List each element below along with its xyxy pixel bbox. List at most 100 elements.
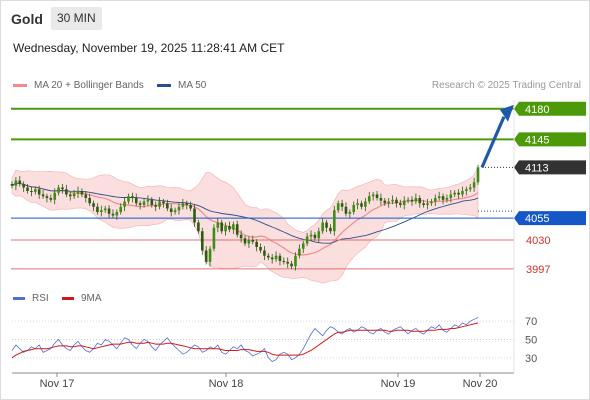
- level-tag-4055: [514, 211, 586, 226]
- candle-body: [267, 255, 270, 258]
- candle-body: [437, 196, 441, 198]
- candle-body: [445, 198, 449, 200]
- candle-body: [18, 180, 22, 184]
- candle-body: [92, 203, 95, 207]
- forecast-arrow-line: [480, 116, 506, 169]
- candle-body: [34, 189, 37, 192]
- candle-body: [200, 231, 204, 251]
- candle-body: [476, 167, 480, 183]
- candle-body: [336, 203, 340, 211]
- candle-body: [422, 203, 425, 205]
- candle-body: [259, 247, 262, 251]
- instrument-title: Gold: [11, 11, 43, 27]
- candle-body: [301, 243, 305, 249]
- candle-body: [344, 206, 348, 214]
- candle-body: [282, 261, 286, 262]
- legend-ma50-label: MA 50: [178, 80, 207, 91]
- candle-body: [329, 227, 332, 232]
- candle-body: [286, 261, 290, 264]
- candle-body: [142, 201, 146, 205]
- candle-body: [333, 210, 336, 232]
- credit-text: Research © 2025 Trading Central: [431, 80, 581, 91]
- candle-body: [414, 198, 418, 202]
- candle-body: [193, 208, 196, 223]
- candle-body: [340, 203, 344, 207]
- candle-body: [162, 201, 165, 204]
- legend-ma20: MA 20 + Bollinger Bands: [13, 80, 144, 91]
- candle-body: [356, 203, 359, 205]
- timeframe-selector[interactable]: 30 MIN: [51, 7, 102, 30]
- candle-body: [150, 199, 154, 205]
- candle-body: [107, 208, 111, 214]
- candle-body: [313, 234, 317, 239]
- candle-body: [185, 203, 189, 205]
- legend-rsi: RSI: [13, 293, 49, 304]
- candle-body: [395, 199, 398, 204]
- candle-body: [127, 196, 130, 202]
- candle-body: [22, 184, 25, 188]
- candle-body: [166, 203, 169, 209]
- candle-body: [138, 203, 142, 205]
- candle-body: [80, 191, 84, 195]
- bollinger-band: [11, 166, 479, 284]
- candle-body: [360, 203, 363, 207]
- candle-body: [189, 205, 192, 209]
- candle-body: [111, 213, 115, 216]
- candle-body: [317, 231, 321, 239]
- candle-body: [239, 234, 243, 239]
- candle-body: [158, 201, 161, 207]
- candle-body: [399, 203, 402, 205]
- candle-body: [10, 184, 14, 186]
- candle-body: [154, 205, 157, 207]
- candle-body: [216, 222, 220, 228]
- candle-body: [146, 199, 150, 202]
- candle-body: [305, 236, 309, 244]
- candle-body: [173, 210, 177, 212]
- forecast-arrow-head: [500, 104, 514, 122]
- candle-body: [367, 196, 371, 202]
- candle-body: [131, 196, 134, 198]
- candle-body: [352, 205, 356, 212]
- candle-body: [61, 187, 64, 190]
- candle-body: [449, 194, 453, 198]
- level-label-4145: 4145: [525, 134, 549, 146]
- candle-body: [402, 200, 406, 205]
- candle-body: [220, 222, 223, 232]
- candle-body: [228, 226, 231, 230]
- x-tick-label: Nov 20: [463, 378, 498, 390]
- candle-body: [387, 201, 390, 204]
- candle-body: [430, 201, 433, 204]
- level-tag-4113: [514, 160, 586, 175]
- x-tick-label: Nov 19: [381, 378, 416, 390]
- candle-body: [204, 250, 208, 262]
- candle-body: [103, 208, 107, 211]
- candle-body: [472, 182, 476, 188]
- rsi-line: [11, 317, 479, 362]
- header-bar: Gold 30 MIN: [0, 0, 590, 36]
- level-label-4180: 4180: [525, 104, 549, 116]
- level-label-3997: 3997: [526, 264, 550, 276]
- candle-body: [177, 206, 181, 211]
- candle-body: [270, 257, 274, 260]
- candle-body: [406, 199, 410, 201]
- legend-ma20-label: MA 20 + Bollinger Bands: [34, 80, 144, 91]
- candle-body: [383, 200, 387, 204]
- ma50-swatch: [157, 84, 171, 87]
- candle-body: [49, 198, 53, 200]
- candle-body: [457, 192, 460, 195]
- candle-body: [433, 198, 437, 202]
- candle-body: [348, 212, 352, 214]
- candle-body: [468, 187, 472, 190]
- candle-body: [309, 234, 313, 237]
- level-tag-4145: [514, 132, 586, 147]
- ma9-swatch: [62, 297, 74, 300]
- candle-body: [84, 194, 88, 198]
- candle-body: [325, 222, 328, 228]
- candle-body: [37, 189, 41, 195]
- candle-body: [45, 196, 49, 198]
- candle-body: [14, 180, 18, 186]
- timestamp: Wednesday, November 19, 2025 11:28:41 AM…: [13, 41, 285, 55]
- rsi-level-label-30: 30: [525, 353, 537, 365]
- candle-body: [224, 226, 227, 232]
- candle-body: [247, 240, 251, 244]
